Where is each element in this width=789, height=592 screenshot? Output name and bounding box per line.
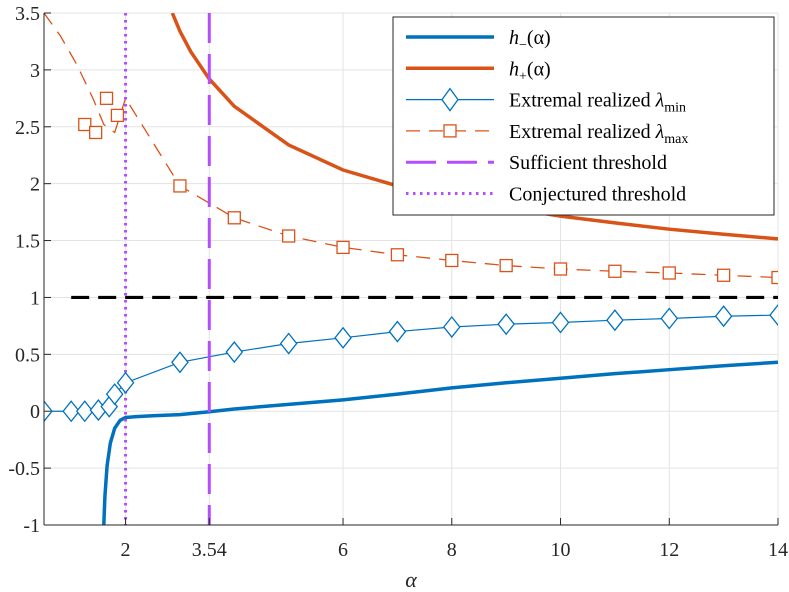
lambda-min-marker-9 bbox=[279, 332, 298, 355]
legend-label-5: Conjectured threshold bbox=[509, 184, 686, 206]
legend: h−(α)h+(α)Extremal realized λminExtremal… bbox=[392, 16, 775, 216]
legend-math-0: h bbox=[509, 27, 519, 49]
plot-area bbox=[44, 13, 778, 525]
lambda-max-marker-14 bbox=[716, 268, 731, 282]
y-tick-label-3: 0.5 bbox=[15, 344, 40, 366]
lambda-max-marker-8 bbox=[390, 248, 405, 262]
x-tick-label-2: 6 bbox=[338, 539, 348, 561]
series-line-h-minus bbox=[102, 360, 778, 525]
legend-square-marker bbox=[443, 124, 457, 138]
y-tick-label-5: 1.5 bbox=[15, 231, 40, 253]
legend-item-5: Conjectured threshold bbox=[406, 184, 686, 206]
y-tick-label-0: -1 bbox=[23, 515, 40, 537]
lambda-max-marker-3 bbox=[110, 108, 125, 123]
lambda-min-marker-17 bbox=[714, 305, 733, 328]
x-tick-label-0: 2 bbox=[121, 539, 131, 561]
legend-label-3: Extremal realized λmax bbox=[509, 121, 688, 147]
legend-item-4: Sufficient threshold bbox=[406, 152, 667, 174]
legend-diamond-marker bbox=[441, 87, 459, 112]
lambda-min-marker-8 bbox=[225, 341, 244, 364]
y-tick-label-1: -0.5 bbox=[8, 458, 40, 480]
lambda-max-marker-5 bbox=[227, 211, 241, 225]
plot-content bbox=[44, 13, 778, 525]
lambda-max-marker-1 bbox=[89, 125, 103, 140]
legend-text-2: Extremal realized bbox=[509, 90, 656, 112]
x-axis-label: α bbox=[405, 567, 417, 592]
lambda-min-marker-10 bbox=[334, 326, 352, 349]
y-tick-label-6: 2 bbox=[30, 174, 40, 196]
lambda-max-marker-0 bbox=[78, 117, 92, 132]
lambda-min-marker-5 bbox=[105, 383, 124, 406]
legend-item-1: h+(α) bbox=[406, 58, 551, 84]
lambda-min-marker-6 bbox=[116, 371, 135, 394]
legend-label-2: Extremal realized λmin bbox=[509, 90, 686, 116]
lambda-min-marker-2 bbox=[75, 400, 94, 423]
axes: 2 3.54 6 8 10 12 14 -1 -0.5 0 0.5 1 1.5 2 2.5 3 3.5 α bbox=[8, 3, 788, 592]
lambda-min-marker-16 bbox=[660, 307, 679, 330]
lambda-min-marker-15 bbox=[606, 309, 624, 332]
y-tick-label-7: 2.5 bbox=[15, 117, 40, 139]
lambda-max-marker-7 bbox=[336, 240, 350, 255]
x-tick-label-3: 8 bbox=[447, 539, 457, 561]
legend-label-1: h+(α) bbox=[509, 58, 551, 84]
lambda-min-marker-7 bbox=[171, 351, 189, 374]
lambda-min-marker-14 bbox=[551, 311, 570, 334]
legend-label-0: h−(α) bbox=[509, 27, 551, 53]
legend-sym-3: λ bbox=[655, 121, 665, 143]
y-tick-label-9: 3.5 bbox=[15, 3, 40, 25]
legend-arg-0: (α) bbox=[527, 27, 551, 49]
legend-item-2: Extremal realized λmin bbox=[406, 87, 686, 116]
legend-sub-0: − bbox=[519, 38, 527, 53]
lambda-min-marker-11 bbox=[388, 320, 407, 343]
lambda-max-marker-6 bbox=[282, 229, 296, 243]
y-tick-label-2: 0 bbox=[30, 401, 40, 423]
lambda-max-marker-12 bbox=[608, 264, 622, 278]
legend-box bbox=[392, 16, 775, 216]
legend-sym-2: λ bbox=[655, 90, 665, 112]
lambda-min-marker-18 bbox=[769, 304, 778, 327]
lambda-max-marker-2 bbox=[99, 91, 114, 105]
legend-sub-3: max bbox=[664, 132, 688, 147]
legend-text-4: Sufficient threshold bbox=[509, 152, 667, 174]
legend-text-5: Conjectured threshold bbox=[509, 184, 686, 206]
lambda-max-marker-11 bbox=[553, 262, 568, 276]
legend-sub-2: min bbox=[664, 101, 686, 116]
legend-math-1: h bbox=[509, 58, 519, 80]
lambda-min-marker-12 bbox=[442, 315, 461, 339]
legend-text-3: Extremal realized bbox=[509, 121, 656, 143]
y-tick-label-8: 3 bbox=[30, 60, 40, 82]
lambda-max-marker-9 bbox=[445, 253, 459, 268]
x-tick-label-6: 14 bbox=[768, 539, 788, 561]
lambda-min-marker-13 bbox=[497, 313, 515, 336]
legend-item-3: Extremal realized λmax bbox=[406, 121, 688, 147]
y-tick-label-4: 1 bbox=[30, 287, 40, 309]
legend-arg-1: (α) bbox=[527, 58, 551, 80]
legend-label-4: Sufficient threshold bbox=[509, 152, 667, 174]
lambda-max-marker-4 bbox=[173, 179, 187, 193]
lambda-min-marker-1 bbox=[62, 400, 81, 423]
lambda-max-marker-15 bbox=[771, 270, 778, 285]
x-tick-label-4: 10 bbox=[551, 539, 571, 561]
legend-sub-1: + bbox=[519, 69, 527, 84]
lambda-max-marker-10 bbox=[499, 258, 513, 273]
x-tick-label-5: 12 bbox=[659, 539, 679, 561]
lambda-max-marker-13 bbox=[662, 266, 676, 280]
x-tick-label-1: 3.54 bbox=[192, 539, 227, 561]
legend-item-0: h−(α) bbox=[406, 27, 551, 53]
